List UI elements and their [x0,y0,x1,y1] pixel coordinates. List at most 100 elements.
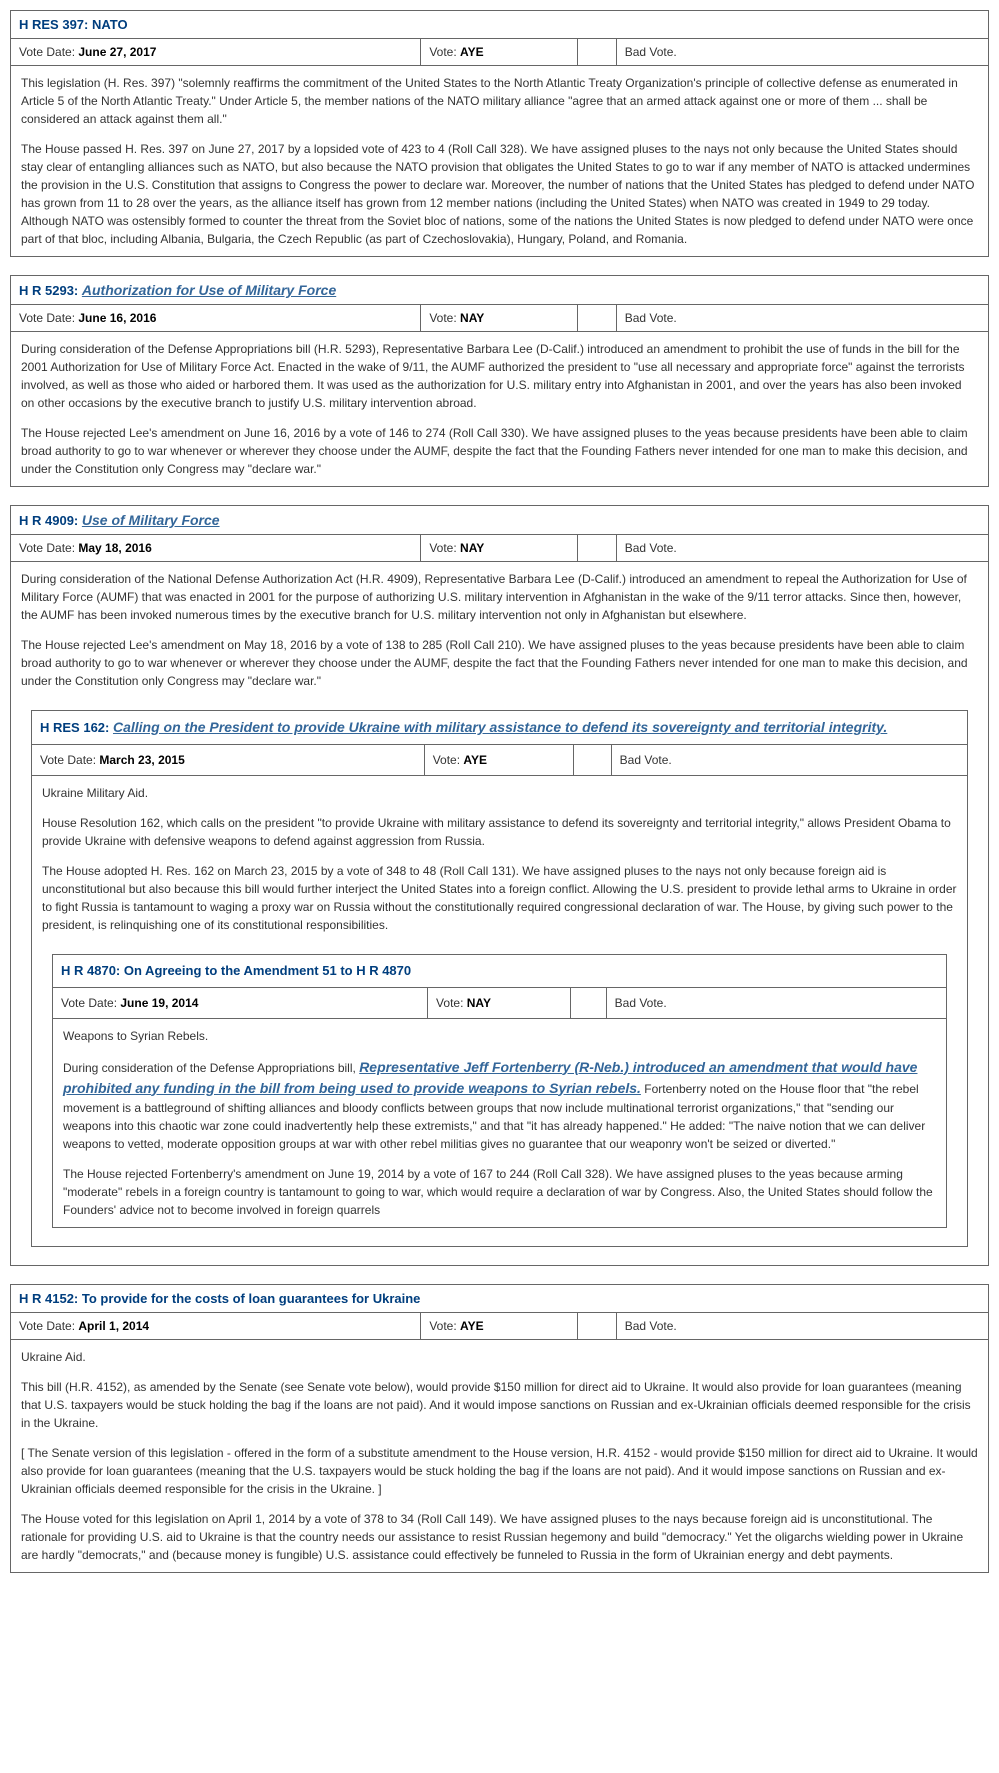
card-title: H R 4909: Use of Military Force [11,506,988,535]
spacer-cell [578,305,617,331]
body-paragraph: Weapons to Syrian Rebels. [63,1027,936,1045]
vote-card: H R 4870: On Agreeing to the Amendment 5… [52,954,947,1228]
vote-label: Vote: [429,541,460,555]
bill-prefix: H RES 397: [19,17,92,32]
vote-date-cell: Vote Date: June 19, 2014 [53,988,428,1018]
bill-title-link[interactable]: Authorization for Use of Military Force [82,282,336,298]
body-paragraph: The House rejected Lee's amendment on Ju… [21,424,978,478]
card-body: Ukraine Military Aid. House Resolution 16… [32,776,967,1246]
vote-date-cell: Vote Date: May 18, 2016 [11,535,421,561]
body-paragraph: The House rejected Lee's amendment on Ma… [21,636,978,690]
inline-bill-link[interactable]: Representative Jeff Fortenberry (R-Neb.)… [63,1059,917,1096]
bill-prefix: H R 4870: [61,963,124,978]
vote-value: NAY [467,996,491,1010]
meta-row: Vote Date: May 18, 2016Vote: NAY Bad Vot… [11,535,988,562]
body-paragraph: The House rejected Fortenberry's amendme… [63,1165,936,1219]
vote-date-label: Vote Date: [19,45,78,59]
body-paragraph: During consideration of the Defense Appr… [63,1057,936,1153]
rating-cell: Bad Vote. [612,745,967,775]
vote-date-label: Vote Date: [19,541,78,555]
body-paragraph: The House adopted H. Res. 162 on March 2… [42,862,957,934]
body-paragraph: This bill (H.R. 4152), as amended by the… [21,1378,978,1432]
body-paragraph: During consideration of the National Def… [21,570,978,624]
bill-prefix: H R 4909: [19,513,82,528]
vote-value: NAY [460,311,484,325]
meta-row: Vote Date: April 1, 2014Vote: AYE Bad Vo… [11,1313,988,1340]
card-title: H RES 162: Calling on the President to p… [32,711,967,745]
body-paragraph: House Resolution 162, which calls on the… [42,814,957,850]
bill-title-link[interactable]: Calling on the President to provide Ukra… [113,719,887,735]
vote-card: H R 4152: To provide for the costs of lo… [10,1284,989,1573]
spacer-cell [571,988,607,1018]
vote-date-label: Vote Date: [19,1319,78,1333]
card-body: During consideration of the National Def… [11,562,988,1265]
vote-date-cell: Vote Date: March 23, 2015 [32,745,425,775]
vote-cell: Vote: AYE [425,745,575,775]
vote-date-label: Vote Date: [19,311,78,325]
body-paragraph: [ The Senate version of this legislation… [21,1444,978,1498]
nested-container: H RES 162: Calling on the President to p… [21,702,978,1247]
vote-date-value: June 16, 2016 [78,311,156,325]
body-paragraph: Ukraine Military Aid. [42,784,957,802]
body-paragraph: This legislation (H. Res. 397) "solemnly… [21,74,978,128]
rating-cell: Bad Vote. [617,305,988,331]
vote-cell: Vote: AYE [421,1313,577,1339]
spacer-cell [578,1313,617,1339]
vote-date-cell: Vote Date: June 27, 2017 [11,39,421,65]
vote-card: H R 5293: Authorization for Use of Milit… [10,275,989,487]
spacer-cell [578,39,617,65]
body-paragraph: During consideration of the Defense Appr… [21,340,978,412]
bill-title-text: To provide for the costs of loan guarant… [82,1291,421,1306]
vote-label: Vote: [429,311,460,325]
body-paragraph: Ukraine Aid. [21,1348,978,1366]
vote-value: NAY [460,541,484,555]
bill-title-link[interactable]: Use of Military Force [82,512,220,528]
card-body: Weapons to Syrian Rebels. During consider… [53,1019,946,1227]
body-paragraph: The House voted for this legislation on … [21,1510,978,1564]
meta-row: Vote Date: June 19, 2014Vote: NAY Bad Vo… [53,988,946,1019]
card-body: This legislation (H. Res. 397) "solemnly… [11,66,988,256]
vote-label: Vote: [433,753,464,767]
vote-date-value: April 1, 2014 [78,1319,149,1333]
vote-label: Vote: [429,45,460,59]
vote-cell: Vote: NAY [421,535,577,561]
vote-date-value: June 27, 2017 [78,45,156,59]
bill-prefix: H RES 162: [40,720,113,735]
rating-cell: Bad Vote. [617,535,988,561]
vote-value: AYE [463,753,487,767]
vote-date-cell: Vote Date: June 16, 2016 [11,305,421,331]
card-title: H R 4870: On Agreeing to the Amendment 5… [53,955,946,988]
rating-cell: Bad Vote. [617,1313,988,1339]
meta-row: Vote Date: March 23, 2015Vote: AYE Bad V… [32,745,967,776]
bill-title-text: On Agreeing to the Amendment 51 to H R 4… [124,963,411,978]
body-paragraph: The House passed H. Res. 397 on June 27,… [21,140,978,248]
vote-date-value: March 23, 2015 [99,753,184,767]
vote-card: H RES 162: Calling on the President to p… [31,710,968,1247]
card-body: During consideration of the Defense Appr… [11,332,988,486]
bill-title-text: NATO [92,17,128,32]
vote-date-label: Vote Date: [40,753,99,767]
vote-label: Vote: [429,1319,460,1333]
vote-card: H RES 397: NATOVote Date: June 27, 2017V… [10,10,989,257]
spacer-cell [578,535,617,561]
vote-card: H R 4909: Use of Military ForceVote Date… [10,505,989,1266]
vote-date-label: Vote Date: [61,996,120,1010]
rating-cell: Bad Vote. [607,988,946,1018]
card-title: H R 5293: Authorization for Use of Milit… [11,276,988,305]
vote-date-value: June 19, 2014 [120,996,198,1010]
card-title: H RES 397: NATO [11,11,988,39]
meta-row: Vote Date: June 16, 2016 Vote: NAY Bad Vo… [11,305,988,332]
vote-cell: Vote: AYE [421,39,577,65]
vote-value: AYE [460,1319,484,1333]
vote-date-cell: Vote Date: April 1, 2014 [11,1313,421,1339]
nested-container: H R 4870: On Agreeing to the Amendment 5… [42,946,957,1228]
spacer-cell [574,745,611,775]
vote-label: Vote: [436,996,467,1010]
vote-value: AYE [460,45,484,59]
rating-cell: Bad Vote. [617,39,988,65]
card-title: H R 4152: To provide for the costs of lo… [11,1285,988,1313]
meta-row: Vote Date: June 27, 2017Vote: AYE Bad Vo… [11,39,988,66]
bill-prefix: H R 4152: [19,1291,82,1306]
vote-cell: Vote: NAY [428,988,571,1018]
vote-date-value: May 18, 2016 [78,541,151,555]
